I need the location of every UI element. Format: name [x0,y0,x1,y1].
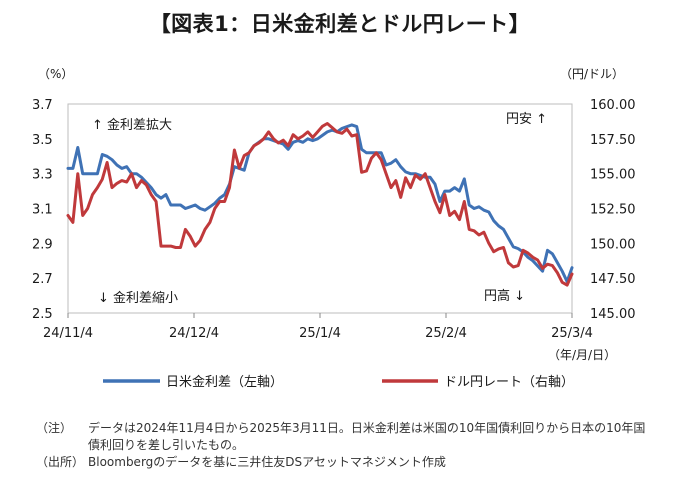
x-axis-tick-label: 24/12/4 [169,326,219,341]
left-axis-unit: （%） [38,67,73,81]
note-tag: （注） [36,421,73,435]
right-axis-tick-label: 157.50 [590,133,636,148]
source-text: Bloombergのデータを基に三井住友DSアセットマネジメント作成 [88,455,446,469]
annotation-spread-widen: ↑ 金利差拡大 [92,117,172,133]
x-axis-tick-label: 25/3/4 [551,326,593,341]
annotation-yen-weak: 円安 ↑ [506,112,547,127]
axes-layer: 2.5 2.7 2.9 3.1 3.3 3.5 3.7 145.00 147.50 150.00 1… [32,98,636,341]
note-row: （注） データは2024年11月4日から2025年3月11日。日米金利差は米国の… [36,420,656,454]
right-axis-tick-label: 150.00 [590,237,636,252]
right-axis-tick-label: 152.50 [590,203,636,218]
left-axis-tick-label: 3.5 [32,133,53,148]
annotation-spread-narrow: ↓ 金利差縮小 [98,290,178,306]
legend-label-usdjpy: ドル円レート（右軸） [444,375,574,390]
series-line-spread [66,123,574,284]
source-row: （出所） Bloombergのデータを基に三井住友DSアセットマネジメント作成 [36,454,656,471]
left-axis-tick-label: 3.3 [32,168,53,183]
legend-label-spread: 日米金利差（左軸） [166,374,283,390]
right-axis-tick-label: 155.00 [590,168,636,183]
right-axis-tick-label: 145.00 [590,307,636,322]
legend: 日米金利差（左軸） ドル円レート（右軸） [103,374,574,390]
x-axis-tick-label: 24/11/4 [43,326,93,341]
footnotes: （注） データは2024年11月4日から2025年3月11日。日米金利差は米国の… [36,420,656,471]
right-axis-unit: （円/ドル） [560,67,624,81]
x-axis-tick-label: 25/2/4 [425,326,467,341]
page-title: 【図表1：日米金利差とドル円レート】 [149,12,531,36]
left-axis-tick-label: 3.7 [32,98,53,113]
annotation-yen-strong: 円高 ↓ [484,288,525,304]
left-axis-tick-label: 2.7 [32,272,53,287]
left-axis-tick-label: 2.5 [32,307,53,322]
x-axis-tick-label: 25/1/4 [299,326,341,341]
x-axis-unit: （年/月/日） [548,348,616,362]
source-tag: （出所） [36,455,85,469]
series-line-usdjpy [66,122,574,287]
line-chart: 2.5 2.7 2.9 3.1 3.3 3.5 3.7 145.00 147.50 150.00 1… [32,67,636,390]
right-axis-tick-label: 160.00 [590,98,636,113]
left-axis-tick-label: 2.9 [32,237,53,252]
series-layer [66,122,574,287]
note-text: データは2024年11月4日から2025年3月11日。日米金利差は米国の10年国… [88,421,646,452]
left-axis-tick-label: 3.1 [32,203,53,218]
right-axis-tick-label: 147.50 [590,272,636,287]
